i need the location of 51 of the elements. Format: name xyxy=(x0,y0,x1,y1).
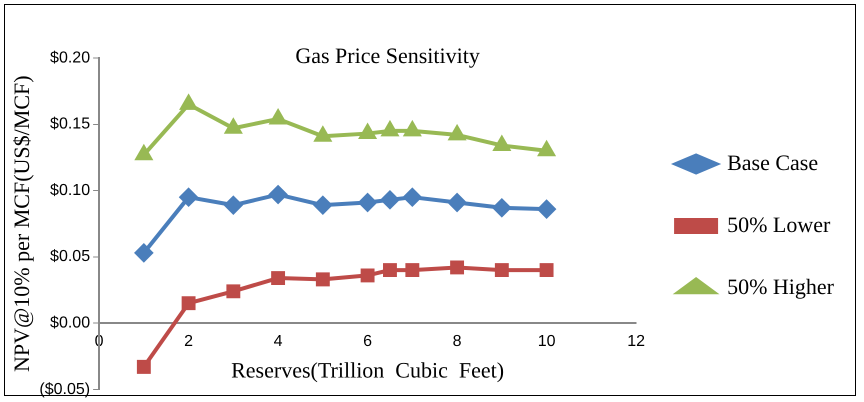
point xyxy=(314,127,331,142)
point xyxy=(180,188,198,206)
point xyxy=(226,284,240,298)
x-tick-label: 6 xyxy=(363,333,372,350)
point xyxy=(314,196,332,214)
point xyxy=(538,142,555,156)
y-tick-label: $0.10 xyxy=(50,182,90,199)
point xyxy=(540,263,554,278)
point xyxy=(180,95,197,110)
x-tick-label: 8 xyxy=(452,333,462,350)
point xyxy=(271,271,286,285)
x-tick-label: 4 xyxy=(274,333,283,350)
point xyxy=(380,190,399,209)
x-axis-title: Reserves(Trillion Cubic Feet) xyxy=(231,357,504,382)
point xyxy=(494,263,509,278)
y-tick-label: $0.05 xyxy=(50,248,90,266)
point xyxy=(382,122,398,136)
point xyxy=(492,198,511,217)
point xyxy=(269,186,288,204)
legend-label: Base Case xyxy=(727,150,818,175)
chart-title: Gas Price Sensitivity xyxy=(295,42,480,68)
point xyxy=(225,119,242,134)
point xyxy=(270,110,286,124)
point xyxy=(448,193,466,212)
legend-label: 50% Higher xyxy=(727,274,835,299)
point xyxy=(403,188,422,206)
y-tick-label: $0.20 xyxy=(50,49,90,66)
point xyxy=(182,296,196,310)
x-tick-label: 2 xyxy=(184,333,194,350)
point xyxy=(405,263,420,278)
point xyxy=(316,272,330,286)
point xyxy=(136,146,152,160)
legend-label: 50% Lower xyxy=(727,212,831,237)
point xyxy=(136,360,151,374)
point xyxy=(360,124,376,140)
y-tick-label: $0.15 xyxy=(50,116,90,133)
point xyxy=(449,126,466,140)
point xyxy=(404,122,420,136)
y-tick-label: $0.00 xyxy=(50,314,90,332)
y-axis-title: NPV@10% per MCF(US$/MCF) xyxy=(8,75,34,372)
x-tick-label: 12 xyxy=(627,333,646,350)
point xyxy=(134,244,153,262)
y-tick-label: ($0.05) xyxy=(39,380,90,398)
x-tick-label: 10 xyxy=(538,333,556,350)
point xyxy=(450,260,464,274)
point xyxy=(494,136,510,151)
point xyxy=(360,268,375,282)
point xyxy=(358,193,377,212)
point xyxy=(538,200,556,218)
point xyxy=(224,196,242,214)
point xyxy=(383,263,397,278)
